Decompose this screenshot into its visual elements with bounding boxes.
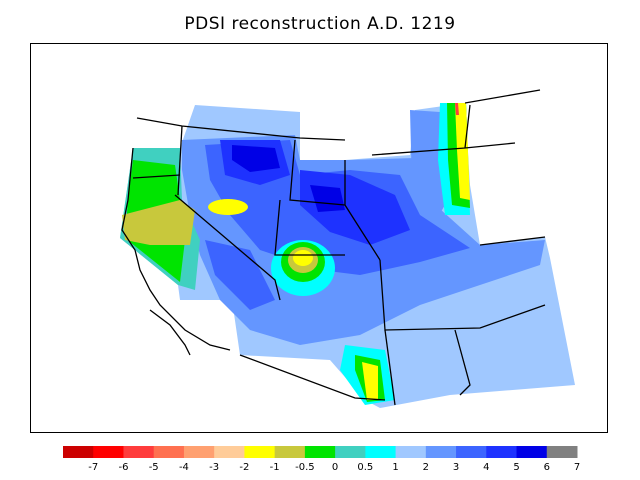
colorbar-swatches [63,446,578,458]
colorbar-swatch [456,446,487,458]
field-center-yellow [293,250,313,266]
northern-border-east [464,89,541,104]
colorbar-tick-label: 1 [392,462,398,473]
colorbar-tick-label: 0 [332,462,338,473]
colorbar-swatch [93,446,124,458]
field-ne-yellow [455,103,470,200]
colorbar-tick-label: -6 [118,462,128,473]
wy-border [344,160,381,261]
pdsi-field [120,103,575,408]
colorbar-swatch [425,446,457,458]
colorbar-tick-label: -3 [209,462,219,473]
colorbar-tick-label: 6 [544,462,550,473]
field-west-olive [122,200,195,245]
field-ne-red [455,103,459,115]
colorbar-labels: -7 -6 -5 -4 -3 -2 -1 -0.5 0 0.5 1 2 3 4 5 6 7 [88,462,580,473]
or-ca-border [132,174,181,179]
colorbar-swatch [486,446,518,458]
colorbar-swatch [335,446,366,458]
colorbar-swatch [274,446,306,458]
nd-sd-border [464,104,471,149]
colorbar-swatch [214,446,245,458]
colorbar-swatch [546,446,578,458]
map-frame [30,43,608,433]
id-mt-border [177,125,183,196]
colorbar-tick-label: 4 [483,462,489,473]
colorbar-tick-label: 5 [513,462,519,473]
colorbar: -7 -6 -5 -4 -3 -2 -1 -0.5 0 0.5 1 2 3 4 5 6 7 [63,446,580,473]
colorbar-swatch [183,446,215,458]
field-level-3b [410,110,448,230]
colorbar-tick-label: -1 [270,462,280,473]
ut-border [274,199,345,256]
colorbar-swatch [153,446,185,458]
state-boundaries [121,89,546,406]
colorbar-swatch [244,446,276,458]
field-yellow-west [208,199,248,215]
co-border [379,259,546,331]
colorbar-swatch [304,446,336,458]
northern-border [136,117,346,141]
colorbar-swatch [516,446,548,458]
mt-wy-border [289,139,346,206]
colorbar-swatch [123,446,155,458]
ca-nv-border [174,194,281,301]
colorbar-tick-label: -4 [179,462,189,473]
field-south-yellow [362,362,378,400]
colorbar-tick-label: 7 [574,462,580,473]
ne-ks-border [479,236,546,246]
nm-tx-border [454,329,471,396]
colorbar-tick-label: 2 [423,462,429,473]
colorbar-tick-label: -2 [239,462,249,473]
colorbar-swatch [395,446,427,458]
az-nm-border [384,329,396,406]
colorbar-tick-label: -7 [88,462,98,473]
west-coastline [121,147,231,351]
field-level-4b [205,240,275,310]
field-level-6b [310,185,345,212]
us-mexico-border [239,354,386,401]
baja-coast [149,309,191,356]
colorbar-tick-label: -0.5 [295,462,315,473]
map-title: PDSI reconstruction A.D. 1219 [184,14,456,34]
colorbar-swatch [63,446,94,458]
colorbar-tick-label: 0.5 [357,462,373,473]
colorbar-tick-label: 3 [453,462,459,473]
pdsi-map [120,89,575,408]
colorbar-swatch [365,446,397,458]
field-level-6 [232,145,280,172]
colorbar-tick-label: -5 [149,462,159,473]
